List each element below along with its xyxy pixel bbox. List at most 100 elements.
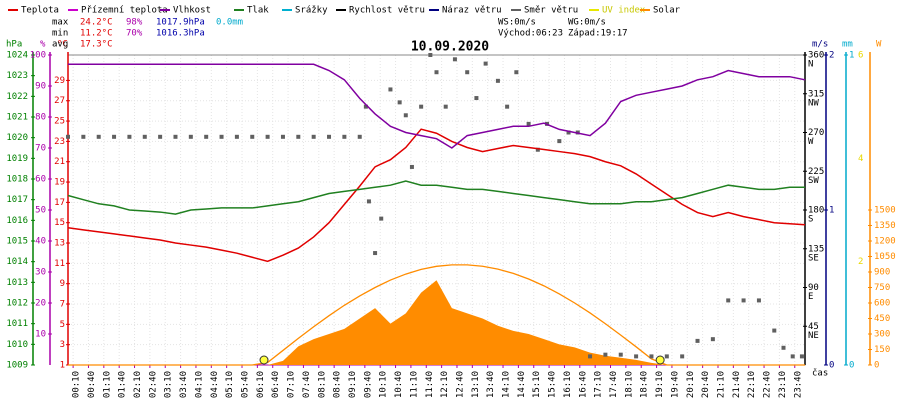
y-tick-label: 600 — [874, 299, 890, 309]
y-tick-label: 1022 — [6, 92, 28, 102]
wind-direction-point — [526, 121, 531, 126]
x-tick-label: 17:40 — [609, 371, 619, 398]
series-line — [67, 180, 805, 215]
y-tick-label: 2 — [829, 51, 834, 61]
y-axis-label: m/s — [812, 40, 828, 50]
y-tick-label: 1016 — [6, 216, 28, 226]
x-tick-label: 22:40 — [763, 371, 773, 398]
legend-label: Tlak — [247, 6, 269, 16]
x-tick-label: 23:10 — [778, 371, 788, 398]
wind-direction-point — [265, 134, 270, 139]
y-tick-label: 21 — [54, 157, 65, 167]
stats-value: 0.0mm — [216, 18, 243, 28]
wind-info: WG:0m/s — [568, 18, 606, 28]
x-tick-label: 09:10 — [348, 371, 358, 398]
y-tick-label: 20 — [35, 299, 46, 309]
legend-label: Vlhkost — [173, 6, 211, 16]
y-tick-label: 4 — [858, 154, 863, 164]
y-tick-label: 1019 — [6, 154, 28, 164]
compass-label: NE — [808, 331, 819, 341]
wind-direction-point — [588, 354, 593, 359]
compass-label: N — [808, 60, 813, 70]
x-tick-label: 17:10 — [594, 371, 604, 398]
x-tick-label: 19:10 — [655, 371, 665, 398]
y-tick-label: 23 — [54, 137, 65, 147]
wind-direction-point — [756, 298, 761, 303]
stats-value: 1016.3hPa — [156, 29, 205, 39]
x-tick-label: 02:40 — [148, 371, 158, 398]
wind-direction-point — [474, 96, 479, 101]
wind-direction-point — [409, 164, 414, 169]
x-tick-label: 23:40 — [793, 371, 803, 398]
compass-label: W — [808, 137, 814, 147]
wind-direction-point — [428, 53, 433, 57]
y-tick-label: 1011 — [6, 319, 28, 329]
x-tick-label: 04:40 — [210, 371, 220, 398]
wind-direction-point — [603, 352, 608, 357]
wind-direction-point — [379, 216, 384, 221]
x-tick-label: 11:10 — [409, 371, 419, 398]
x-axis-label: čas — [812, 368, 828, 379]
x-tick-label: 09:40 — [363, 371, 373, 398]
y-tick-label: 9 — [60, 279, 65, 289]
wind-direction-point — [142, 134, 147, 139]
stats-value: 11.2°C — [80, 29, 113, 39]
y-tick-label: 11 — [54, 259, 65, 269]
wind-direction-point — [557, 139, 562, 144]
wind-direction-point — [112, 134, 117, 139]
compass-label: SW — [808, 176, 819, 186]
y-tick-label: 1021 — [6, 113, 28, 123]
y-tick-label: 270 — [808, 128, 824, 138]
wind-direction-point — [363, 104, 368, 109]
y-tick-label: 60 — [35, 175, 46, 185]
y-tick-label: 1009 — [6, 361, 28, 371]
wind-direction-point — [81, 134, 86, 139]
y-tick-label: 45 — [808, 322, 819, 332]
y-tick-label: 900 — [874, 268, 890, 278]
y-tick-label: 17 — [54, 198, 65, 208]
y-tick-label: 19 — [54, 178, 65, 188]
y-tick-label: 100 — [30, 51, 46, 61]
wind-direction-point — [357, 134, 362, 139]
y-tick-label: 15 — [54, 218, 65, 228]
y-tick-label: 1200 — [874, 237, 896, 247]
wind-direction-point — [514, 70, 519, 75]
y-tick-label: 70 — [35, 144, 46, 154]
wind-direction-point — [680, 354, 685, 359]
y-tick-label: 80 — [35, 113, 46, 123]
y-tick-label: 1017 — [6, 195, 28, 205]
x-tick-label: 05:10 — [225, 371, 235, 398]
stats-value: 24.2°C — [80, 18, 113, 28]
x-tick-label: 18:40 — [640, 371, 650, 398]
wind-direction-point — [710, 337, 715, 342]
y-tick-label: 1 — [829, 206, 834, 216]
y-axis-label: mm — [842, 40, 853, 50]
y-tick-label: 27 — [54, 96, 65, 106]
wind-direction-point — [250, 134, 255, 139]
compass-label: NW — [808, 98, 819, 108]
y-tick-label: 1013 — [6, 278, 28, 288]
x-tick-label: 13:40 — [486, 371, 496, 398]
legend-label: Směr větru — [524, 6, 578, 16]
wind-direction-point — [280, 134, 285, 139]
wind-direction-point — [219, 134, 224, 139]
wind-direction-point — [96, 134, 101, 139]
wind-direction-point — [483, 61, 488, 66]
wind-info: Východ:06:23 — [498, 29, 563, 39]
stats-value: 70% — [126, 29, 143, 39]
legend-label: Náraz větru — [442, 6, 502, 16]
wind-info: Západ:19:17 — [568, 29, 628, 39]
compass-label: S — [808, 215, 813, 225]
wind-direction-point — [664, 354, 669, 359]
legend-label: Solar — [653, 6, 681, 16]
y-tick-label: 10 — [35, 330, 46, 340]
wind-direction-point — [388, 87, 393, 92]
y-tick-label: 1024 — [6, 51, 28, 61]
wind-direction-point — [505, 104, 510, 109]
x-tick-label: 21:40 — [732, 371, 742, 398]
legend-label: Srážky — [295, 6, 328, 16]
compass-label: E — [808, 292, 813, 302]
y-tick-label: 1500 — [874, 206, 896, 216]
y-tick-label: 50 — [35, 206, 46, 216]
wind-direction-point — [452, 57, 457, 62]
